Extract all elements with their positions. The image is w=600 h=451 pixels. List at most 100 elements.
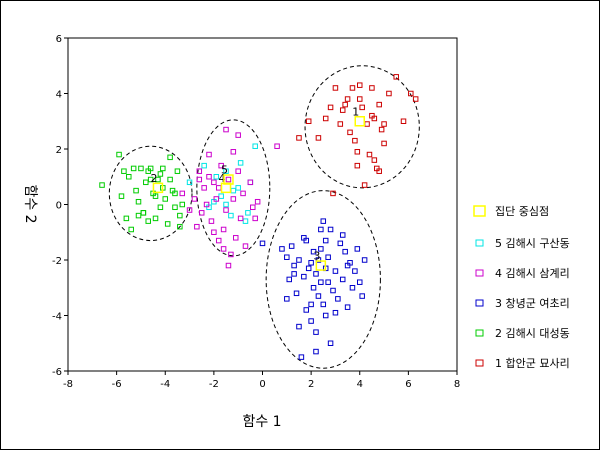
data-point <box>337 121 344 127</box>
centroid-marker <box>152 182 164 194</box>
data-point <box>386 90 392 97</box>
data-point <box>378 126 385 133</box>
data-point <box>135 212 142 219</box>
data-point <box>211 179 217 186</box>
data-point <box>235 168 241 174</box>
legend: 집단 중심점 5 김해시 구산동 4 김해시 삼계리 3 창녕군 여초리 2 김해시 … <box>473 205 570 370</box>
data-point <box>152 193 159 199</box>
data-point <box>218 193 224 199</box>
centroid-marker <box>223 174 234 185</box>
data-point <box>381 121 387 127</box>
data-point <box>160 165 166 172</box>
data-point <box>349 85 356 91</box>
data-point <box>223 201 229 208</box>
group-ellipse-4 <box>196 119 271 257</box>
data-point <box>164 221 171 227</box>
legend-marker <box>475 329 484 337</box>
data-point <box>130 165 137 172</box>
data-point <box>376 101 382 108</box>
data-point <box>245 210 251 216</box>
data-point <box>322 312 329 319</box>
data-point <box>310 248 317 255</box>
group-ellipse-2 <box>108 145 193 242</box>
data-point <box>291 262 297 269</box>
data-point <box>320 301 327 308</box>
data-point <box>325 279 331 285</box>
data-point <box>335 296 341 302</box>
data-point <box>361 257 368 263</box>
data-point <box>247 179 254 186</box>
y-tick-label: 0 <box>56 201 62 212</box>
data-point <box>167 154 173 161</box>
y-axis: -6 -4 -2 0 2 4 6 <box>52 34 68 378</box>
data-point <box>349 285 356 291</box>
data-point <box>201 162 207 169</box>
data-point <box>320 218 327 224</box>
data-point <box>198 210 205 216</box>
data-point <box>344 304 351 310</box>
data-point <box>213 196 220 202</box>
data-point <box>157 204 164 211</box>
data-point <box>339 107 346 113</box>
data-point <box>376 168 382 174</box>
data-point <box>305 118 312 124</box>
data-point <box>126 174 132 180</box>
data-point <box>313 271 319 277</box>
data-point <box>308 260 314 266</box>
data-point <box>242 243 249 249</box>
x-tick-label: 2 <box>308 379 314 390</box>
y-tick-label: 6 <box>56 34 62 45</box>
group-ellipses <box>108 65 420 369</box>
data-point <box>225 176 232 183</box>
legend-marker <box>475 359 484 367</box>
data-point <box>296 135 302 141</box>
data-point <box>342 248 348 255</box>
data-point <box>191 196 198 202</box>
data-point <box>242 218 249 224</box>
data-point <box>250 204 256 211</box>
data-point <box>206 151 212 158</box>
data-point <box>284 254 290 260</box>
x-axis: -8 -6 -4 -2 0 2 4 6 8 <box>63 371 460 390</box>
data-point <box>303 237 310 244</box>
data-point <box>322 115 329 122</box>
data-point <box>296 323 302 330</box>
data-point <box>354 149 361 155</box>
data-point <box>318 246 324 252</box>
centroid-label: 3 <box>313 250 320 263</box>
data-point <box>296 257 302 263</box>
y-tick-label: -4 <box>52 312 62 323</box>
data-point <box>357 82 363 88</box>
data-point <box>145 218 151 224</box>
data-point <box>274 143 280 149</box>
data-point <box>327 104 334 111</box>
data-point <box>220 226 227 233</box>
data-point <box>172 204 178 211</box>
data-point <box>228 212 234 219</box>
data-point <box>325 254 331 260</box>
data-point <box>252 143 258 149</box>
data-point <box>152 215 159 222</box>
data-point <box>235 132 241 138</box>
x-tick-label: -8 <box>63 379 73 390</box>
data-point <box>235 185 241 191</box>
data-point <box>298 354 305 360</box>
data-point <box>118 193 125 199</box>
data-point <box>147 176 154 183</box>
data-point <box>357 96 363 102</box>
data-point <box>254 198 261 205</box>
x-axis-title: 함수 1 <box>242 414 281 430</box>
data-point <box>288 243 295 249</box>
data-point <box>318 226 324 233</box>
data-points <box>99 74 419 360</box>
data-point <box>408 90 414 97</box>
data-point <box>240 190 246 197</box>
x-tick-label: -6 <box>112 379 122 390</box>
data-point <box>332 268 339 274</box>
data-point <box>259 240 266 247</box>
data-point <box>293 290 300 297</box>
data-point <box>194 223 200 230</box>
data-point <box>286 276 292 283</box>
data-point <box>208 218 215 224</box>
